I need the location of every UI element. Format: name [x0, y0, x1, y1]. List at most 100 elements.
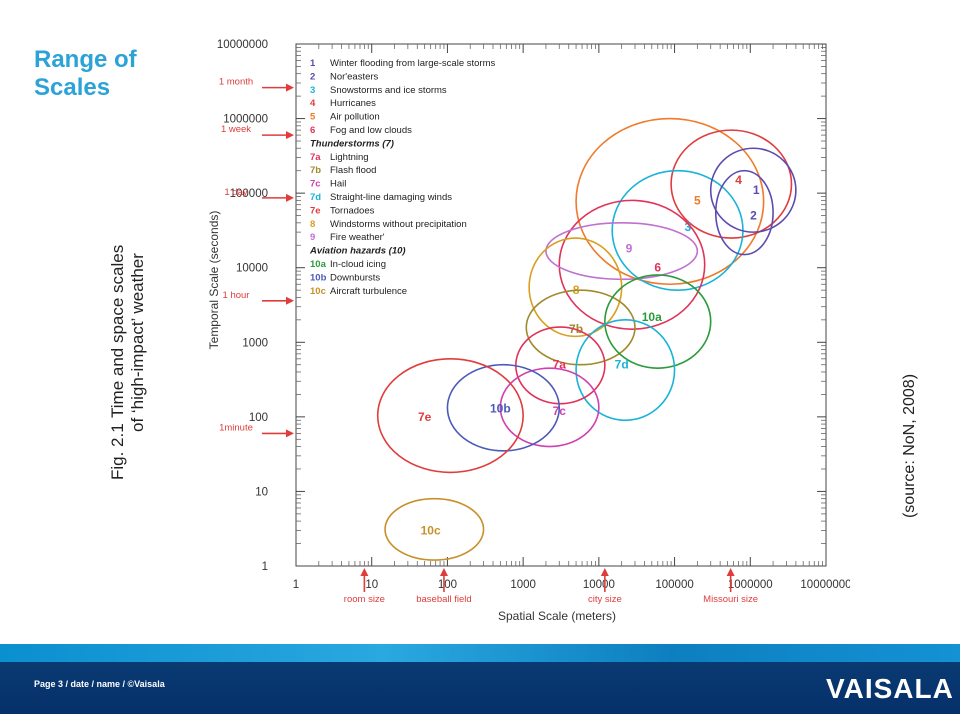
legend-entry: Lightning: [330, 152, 369, 163]
region-label-3: 3: [685, 220, 692, 234]
x-marker-label: room size: [344, 594, 385, 605]
legend-entry: Hail: [330, 179, 346, 190]
region-label-1: 1: [753, 183, 760, 197]
y-marker-label: 1 week: [221, 124, 251, 135]
region-label-9: 9: [626, 242, 633, 256]
figure-number: Fig. 2.1: [108, 423, 127, 480]
x-axis-label: Spatial Scale (meters): [498, 609, 616, 623]
y-marker-label: 1minute: [219, 422, 253, 433]
legend-entry: Fire weather': [330, 232, 385, 243]
region-ellipse-1: [709, 147, 797, 233]
legend-code: 7e: [310, 205, 321, 216]
legend-code: 10c: [310, 286, 326, 297]
y-marker-label: 1 month: [219, 77, 253, 88]
figure-caption: Fig. 2.1 Time and space scales of ‘high-…: [108, 120, 148, 480]
legend-entry: Straight-line damaging winds: [330, 192, 452, 203]
y-tick-label: 1000: [242, 337, 268, 349]
legend-entry: Downbursts: [330, 272, 380, 283]
y-tick-label: 100000: [230, 188, 268, 200]
footer-text: Page 3 / date / name / ©Vaisala: [34, 679, 165, 689]
legend-code: 7c: [310, 179, 321, 190]
legend-code: 5: [310, 112, 316, 123]
region-ellipse-5: [575, 117, 765, 286]
region-ellipse-7d: [575, 319, 676, 422]
x-tick-label: 10000: [583, 579, 615, 591]
region-label-10b: 10b: [490, 401, 511, 415]
legend-code: 6: [310, 125, 315, 136]
region-ellipse-7c: [499, 367, 600, 448]
y-axis-label: Temporal Scale (seconds): [207, 211, 221, 350]
region-ellipse-10a: [604, 274, 712, 369]
region-label-4: 4: [735, 173, 742, 187]
legend-code: 10b: [310, 272, 327, 283]
legend-entry: Fog and low clouds: [330, 125, 412, 136]
legend-code: 10a: [310, 259, 327, 270]
x-tick-label: 100: [438, 579, 457, 591]
x-tick-label: 10000000: [800, 579, 850, 591]
caption-line-2: of ‘high-impact’ weather: [128, 253, 147, 432]
reference-markers: 1 month 1 week 1 day 1 hour 1minute room size…: [219, 77, 758, 605]
legend-code: 8: [310, 219, 315, 230]
bottom-strip: [0, 714, 960, 720]
region-ellipse-10c: [384, 497, 485, 561]
scale-chart: 1 1 10 10 100 100 1000 1000 10000 10000 100000 1000…: [207, 39, 850, 623]
y-tick-label: 1: [262, 561, 268, 573]
x-marker-arrowhead: [439, 568, 448, 576]
legend-entry: Air pollution: [330, 112, 380, 123]
legend-group-header: Thunderstorms (7): [310, 138, 394, 149]
chart-legend: 1 Winter flooding from large-scale storms…: [309, 58, 495, 297]
legend-entry: Winter flooding from large-scale storms: [330, 58, 495, 69]
y-tick-label: 10000000: [217, 39, 268, 51]
legend-entry: Hurricanes: [330, 98, 376, 109]
x-marker-label: city size: [588, 594, 622, 605]
legend-code: 4: [310, 98, 316, 109]
y-marker-label: 1 hour: [223, 290, 250, 301]
legend-group-header: Aviation hazards (10): [309, 246, 406, 257]
y-tick-label: 100: [249, 412, 268, 424]
legend-entry: Nor'easters: [330, 71, 379, 82]
legend-entry: Windstorms without precipitation: [330, 219, 467, 230]
y-marker-arrowhead: [286, 429, 294, 438]
legend-code: 7b: [310, 165, 321, 176]
y-marker-arrowhead: [286, 83, 294, 92]
legend-code: 9: [310, 232, 315, 243]
y-marker-label: 1 day: [224, 187, 247, 198]
region-label-6: 6: [654, 261, 661, 275]
region-ellipse-10b: [446, 363, 561, 452]
legend-code: 1: [310, 58, 316, 69]
region-ellipse-7e: [376, 358, 524, 474]
region-label-5: 5: [694, 193, 701, 207]
region-ellipse-2: [714, 169, 774, 256]
legend-code: 7a: [310, 152, 321, 163]
y-marker-arrowhead: [286, 131, 294, 140]
x-tick-label: 1: [293, 579, 299, 591]
source-note: (source: NoN, 2008): [901, 373, 918, 519]
tick-marks: 1 1 10 10 100 100 1000 1000 10000 10000 100000 1000…: [217, 39, 850, 591]
x-marker-arrowhead: [726, 568, 735, 576]
legend-code: 2: [310, 71, 315, 82]
footer-band-light: [0, 644, 960, 662]
legend-code: 3: [310, 85, 315, 96]
x-marker-arrowhead: [600, 568, 609, 576]
legend-entry: In-cloud icing: [330, 259, 386, 270]
y-tick-label: 10000: [236, 263, 268, 275]
region-ellipse-7b: [525, 289, 636, 366]
x-marker-arrowhead: [360, 568, 369, 576]
caption-line-1: Time and space scales: [108, 244, 127, 418]
legend-entry: Snowstorms and ice storms: [330, 85, 447, 96]
y-tick-label: 1000000: [223, 114, 268, 126]
legend-entry: Tornadoes: [330, 205, 375, 216]
region-label-10a: 10a: [642, 310, 662, 324]
region-label-2: 2: [750, 209, 757, 223]
region-label-7e: 7e: [418, 410, 432, 424]
y-marker-arrowhead: [286, 193, 294, 202]
footer-band-dark: [0, 662, 960, 714]
region-ellipse-4: [670, 129, 793, 239]
legend-entry: Aircraft turbulence: [330, 286, 407, 297]
legend-entry: Flash flood: [330, 165, 376, 176]
y-tick-label: 10: [255, 486, 268, 498]
x-tick-label: 1000: [510, 579, 536, 591]
x-tick-label: 1000000: [728, 579, 773, 591]
y-marker-arrowhead: [286, 296, 294, 305]
